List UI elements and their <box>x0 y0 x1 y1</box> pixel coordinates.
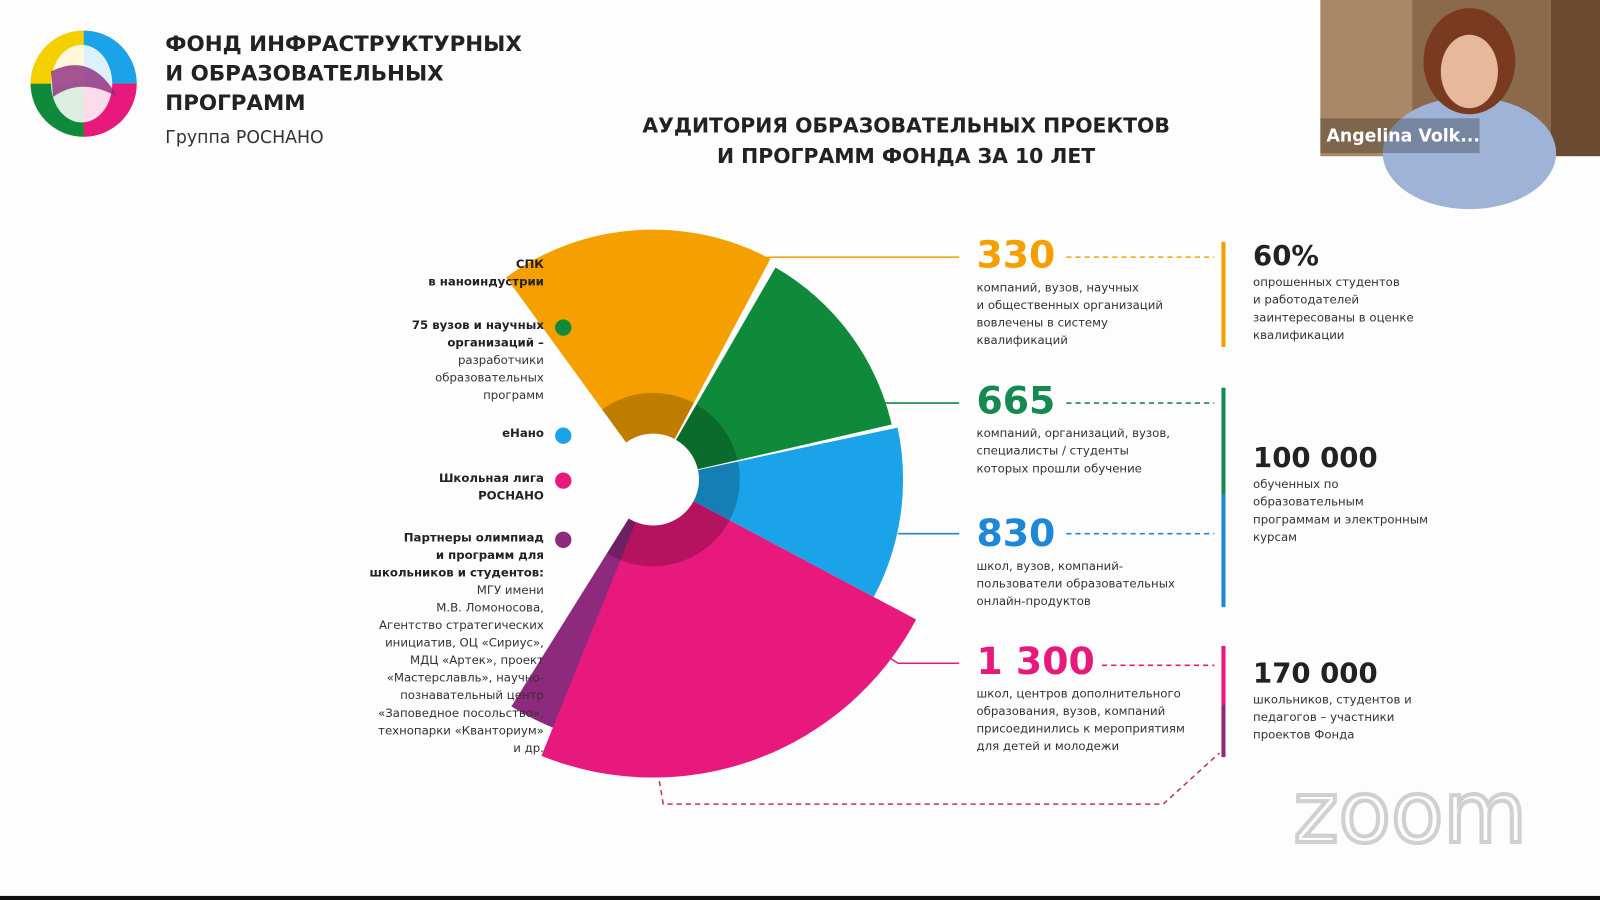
total-description: образовательным <box>1253 495 1364 509</box>
stat-description: специалисты / студенты <box>977 444 1129 458</box>
total-description: обученных по <box>1253 477 1339 491</box>
zoom-watermark: zoom <box>1294 763 1527 863</box>
legend-text-bold: Партнеры олимпиад <box>404 530 544 544</box>
legend-text-bold: Школьная лига <box>439 471 544 485</box>
fan-inner-band <box>676 404 738 470</box>
fan-segment <box>676 267 892 470</box>
total-description: и работодателей <box>1253 293 1359 307</box>
legend-text: Агентство стратегических <box>379 618 544 632</box>
stat-description: для детей и молодежи <box>977 739 1120 753</box>
legend-text-bold: СПК <box>516 257 544 271</box>
stat-description: школ, вузов, компаний- <box>977 559 1124 573</box>
stat-description: образования, вузов, компаний <box>977 704 1166 718</box>
legend-text: программ <box>483 388 544 402</box>
fan-inner-band <box>602 392 694 443</box>
legend-dot <box>555 319 572 336</box>
total-description: программам и электронным <box>1253 512 1428 526</box>
total-value: 100 000 <box>1253 442 1378 474</box>
legend-text-bold: и программ для <box>436 548 544 562</box>
org-title: И ОБРАЗОВАТЕЛЬНЫХ <box>165 61 444 86</box>
fan-segment <box>693 427 904 597</box>
legend-text: образовательных <box>435 371 544 385</box>
stat-value: 330 <box>977 233 1056 277</box>
logo <box>30 30 137 137</box>
stat-value: 665 <box>977 379 1056 423</box>
legend-text: «Заповедное посольство», <box>378 706 544 720</box>
org-subtitle: Группа РОСНАНО <box>165 128 323 148</box>
stat-description: присоединились к мероприятиям <box>977 721 1185 735</box>
stat-description: компаний, организаций, вузов, <box>977 426 1170 440</box>
legend-text-bold: еНано <box>502 426 544 440</box>
legend-dot <box>555 258 572 275</box>
video-tile <box>1320 0 1600 210</box>
total-description: опрошенных студентов <box>1253 275 1400 289</box>
stat-value: 830 <box>977 511 1056 555</box>
fan <box>506 229 917 778</box>
legend-text-bold: в наноиндустрии <box>428 274 544 288</box>
stat-description: школ, центров дополнительного <box>977 686 1181 700</box>
legend-text: МГУ имени <box>477 583 544 597</box>
legend-text: М.В. Ломоносова, <box>436 600 544 614</box>
fan-inner-band <box>693 461 740 521</box>
stat-description: компаний, вузов, научных <box>977 280 1139 294</box>
bottom-bar <box>0 895 1600 900</box>
stat-description: онлайн-продуктов <box>977 594 1091 608</box>
total-description: заинтересованы в оценке <box>1253 310 1414 324</box>
stat-description: квалификаций <box>977 333 1068 347</box>
total-value: 60% <box>1253 240 1319 272</box>
fan-segment <box>506 229 771 443</box>
legend-text: познавательный центр <box>400 688 544 702</box>
slide-title: АУДИТОРИЯ ОБРАЗОВАТЕЛЬНЫХ ПРОЕКТОВ <box>642 114 1170 138</box>
total-description: школьников, студентов и <box>1253 693 1412 707</box>
legend-dot <box>555 472 572 489</box>
legend-text: разработчики <box>458 353 544 367</box>
stat-description: которых прошли обучение <box>977 461 1142 475</box>
org-title: ПРОГРАММ <box>165 91 305 116</box>
participant-name: Angelina Volk... <box>1327 127 1480 147</box>
legend-text-bold: школьников и студентов: <box>370 565 544 579</box>
total-description: педагогов – участники <box>1253 710 1394 724</box>
legend-text: «Мастерславль», научно- <box>387 671 544 685</box>
legend-text-bold: РОСНАНО <box>478 489 544 503</box>
legend-text: инициатив, ОЦ «Сириус», <box>385 636 544 650</box>
fan-inner-band <box>620 501 730 567</box>
total-description: курсам <box>1253 530 1297 544</box>
legend-text: и др. <box>513 741 544 755</box>
legend-text-bold: организаций – <box>447 336 544 350</box>
legend-dot <box>555 531 572 548</box>
stat-description: вовлечены в систему <box>977 315 1108 329</box>
total-description: проектов Фонда <box>1253 728 1354 742</box>
total-description: квалификации <box>1253 328 1344 342</box>
stat-description: пользователи образовательных <box>977 576 1175 590</box>
stat-value: 1 300 <box>977 639 1095 683</box>
legend-text: МДЦ «Артек», проект <box>410 653 544 667</box>
org-title: ФОНД ИНФРАСТРУКТУРНЫХ <box>165 32 522 57</box>
stat-description: и общественных организаций <box>977 298 1163 312</box>
total-value: 170 000 <box>1253 657 1378 689</box>
legend-dot <box>555 427 572 444</box>
slide-title: И ПРОГРАММ ФОНДА ЗА 10 ЛЕТ <box>717 144 1095 168</box>
legend-text: технопарки «Кванториум» <box>378 723 544 737</box>
fan-segment <box>541 501 917 778</box>
legend-text-bold: 75 вузов и научных <box>412 318 544 332</box>
